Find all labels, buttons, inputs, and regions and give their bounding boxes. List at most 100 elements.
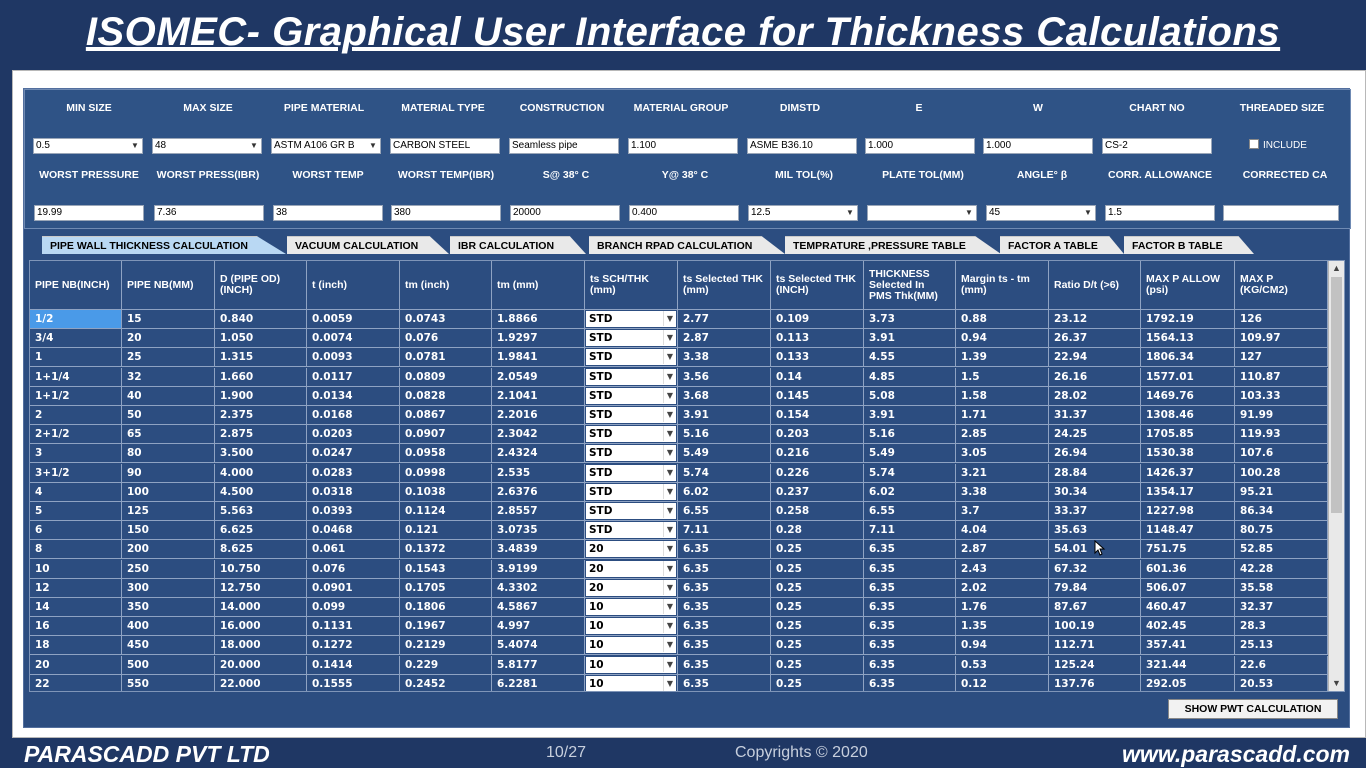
table-cell[interactable]: 0.25 — [771, 598, 864, 617]
table-cell[interactable]: 32.37 — [1235, 598, 1328, 617]
table-cell[interactable]: 0.0059 — [307, 310, 400, 329]
table-cell[interactable]: 2.87 — [678, 329, 771, 349]
table-cell[interactable]: 0.133 — [771, 348, 864, 368]
table-cell[interactable]: 0.203 — [771, 425, 864, 445]
table-cell[interactable]: 6.35 — [678, 559, 771, 579]
schedule-cell[interactable]: STD ▼ — [585, 502, 678, 521]
table-cell[interactable]: 6.2281 — [492, 674, 585, 691]
table-cell[interactable]: 54.01 — [1049, 540, 1141, 560]
vertical-scrollbar[interactable]: ▲ ▼ — [1328, 261, 1344, 691]
table-cell[interactable]: 1354.17 — [1141, 482, 1235, 502]
table-cell[interactable]: 0.0828 — [400, 386, 492, 406]
column-header[interactable]: ts SCH/THK (mm) — [585, 261, 678, 310]
table-cell[interactable]: 6.35 — [864, 540, 956, 560]
table-cell[interactable]: 6.35 — [864, 636, 956, 656]
table-cell[interactable]: 400 — [122, 617, 215, 637]
table-cell[interactable]: 0.0743 — [400, 310, 492, 329]
table-cell[interactable]: 18.000 — [215, 636, 307, 656]
table-cell[interactable]: 3.4839 — [492, 540, 585, 560]
table-cell[interactable]: 31.37 — [1049, 406, 1141, 425]
table-cell[interactable]: 100 — [122, 482, 215, 502]
column-header[interactable]: ts Selected THK (INCH) — [771, 261, 864, 310]
table-cell[interactable]: 0.0134 — [307, 386, 400, 406]
chevron-down-icon[interactable]: ▼ — [663, 599, 676, 614]
chevron-down-icon[interactable]: ▼ — [663, 330, 676, 346]
table-cell[interactable]: 0.0393 — [307, 502, 400, 521]
chevron-down-icon[interactable]: ▼ — [663, 522, 676, 538]
table-cell[interactable]: 4.997 — [492, 617, 585, 637]
table-cell[interactable]: 90 — [122, 463, 215, 483]
table-cell[interactable]: 4.5867 — [492, 598, 585, 617]
table-cell[interactable]: 6.35 — [864, 674, 956, 691]
schedule-select[interactable]: 10 ▼ — [586, 675, 676, 691]
schedule-select[interactable]: 10 ▼ — [586, 599, 676, 615]
table-cell[interactable]: 0.154 — [771, 406, 864, 425]
table-cell[interactable]: 1.9841 — [492, 348, 585, 368]
table-cell[interactable]: 0.0901 — [307, 578, 400, 598]
table-cell[interactable]: 1.71 — [956, 406, 1049, 425]
table-cell[interactable]: 26.37 — [1049, 329, 1141, 349]
min-size-select[interactable]: 0.5 ▼ — [33, 138, 143, 154]
chevron-down-icon[interactable]: ▼ — [663, 368, 676, 384]
table-cell[interactable]: 1.5 — [956, 367, 1049, 387]
table-cell[interactable]: 460.47 — [1141, 598, 1235, 617]
table-cell[interactable]: 2.1041 — [492, 386, 585, 406]
table-cell[interactable]: 1 — [30, 348, 122, 368]
table-cell[interactable]: 2.77 — [678, 310, 771, 329]
table-row[interactable]: 3/4 20 1.050 0.0074 0.076 1.9297 STD ▼ 2.87 0.113… — [30, 329, 1330, 349]
table-cell[interactable]: 0.840 — [215, 310, 307, 329]
schedule-select[interactable]: 10 ▼ — [586, 656, 676, 673]
scrollbar-thumb[interactable] — [1331, 277, 1342, 513]
table-cell[interactable]: 26.16 — [1049, 367, 1141, 387]
table-row[interactable]: 1/2 15 0.840 0.0059 0.0743 1.8866 STD ▼ 2.77 0.10… — [30, 310, 1330, 329]
tab-ibr-calculation[interactable]: IBR CALCULATION — [450, 236, 586, 254]
table-cell[interactable]: 100.28 — [1235, 463, 1328, 483]
dimstd-field[interactable]: ASME B36.10 — [747, 138, 857, 154]
table-cell[interactable]: 2.85 — [956, 425, 1049, 445]
table-cell[interactable]: 3.73 — [864, 310, 956, 329]
table-cell[interactable]: 1.58 — [956, 386, 1049, 406]
table-cell[interactable]: 6.55 — [864, 502, 956, 521]
table-cell[interactable]: 0.109 — [771, 310, 864, 329]
table-cell[interactable]: 28.84 — [1049, 463, 1141, 483]
table-cell[interactable]: 26.94 — [1049, 444, 1141, 464]
chevron-down-icon[interactable]: ▼ — [663, 503, 676, 518]
table-cell[interactable]: 1308.46 — [1141, 406, 1235, 425]
schedule-cell[interactable]: STD ▼ — [585, 444, 678, 464]
table-cell[interactable]: 3.9199 — [492, 559, 585, 579]
schedule-select[interactable]: 20 ▼ — [586, 541, 676, 558]
table-cell[interactable]: 0.1124 — [400, 502, 492, 521]
table-cell[interactable]: 1+1/4 — [30, 367, 122, 387]
table-cell[interactable]: 25.13 — [1235, 636, 1328, 656]
table-cell[interactable]: 0.061 — [307, 540, 400, 560]
w-field[interactable]: 1.000 — [983, 138, 1093, 154]
table-cell[interactable]: 601.36 — [1141, 559, 1235, 579]
schedule-cell[interactable]: 20 ▼ — [585, 540, 678, 560]
table-cell[interactable]: 8.625 — [215, 540, 307, 560]
table-cell[interactable]: 0.25 — [771, 559, 864, 579]
column-header[interactable]: PIPE NB(MM) — [122, 261, 215, 310]
table-cell[interactable]: 2.6376 — [492, 482, 585, 502]
table-cell[interactable]: 0.1372 — [400, 540, 492, 560]
worst-pressure-field[interactable]: 19.99 — [34, 205, 144, 221]
table-cell[interactable]: 2.87 — [956, 540, 1049, 560]
worst-temp-field[interactable]: 38 — [273, 205, 383, 221]
table-cell[interactable]: 3.21 — [956, 463, 1049, 483]
table-row[interactable]: 3+1/2 90 4.000 0.0283 0.0998 2.535 STD ▼ 5.74 0.2… — [30, 463, 1330, 483]
table-cell[interactable]: 30.34 — [1049, 482, 1141, 502]
table-cell[interactable]: 95.21 — [1235, 482, 1328, 502]
table-cell[interactable]: 2+1/2 — [30, 425, 122, 445]
schedule-select[interactable]: STD ▼ — [586, 464, 676, 481]
table-cell[interactable]: 42.28 — [1235, 559, 1328, 579]
table-cell[interactable]: 2 — [30, 406, 122, 425]
table-cell[interactable]: 1.76 — [956, 598, 1049, 617]
table-cell[interactable]: 292.05 — [1141, 674, 1235, 691]
table-cell[interactable]: 500 — [122, 655, 215, 675]
table-cell[interactable]: 6.35 — [864, 617, 956, 637]
table-cell[interactable]: 4 — [30, 482, 122, 502]
table-cell[interactable]: 0.0203 — [307, 425, 400, 445]
chart-no-field[interactable]: CS-2 — [1102, 138, 1212, 154]
table-cell[interactable]: 35.58 — [1235, 578, 1328, 598]
table-cell[interactable]: 137.76 — [1049, 674, 1141, 691]
table-cell[interactable]: 0.88 — [956, 310, 1049, 329]
